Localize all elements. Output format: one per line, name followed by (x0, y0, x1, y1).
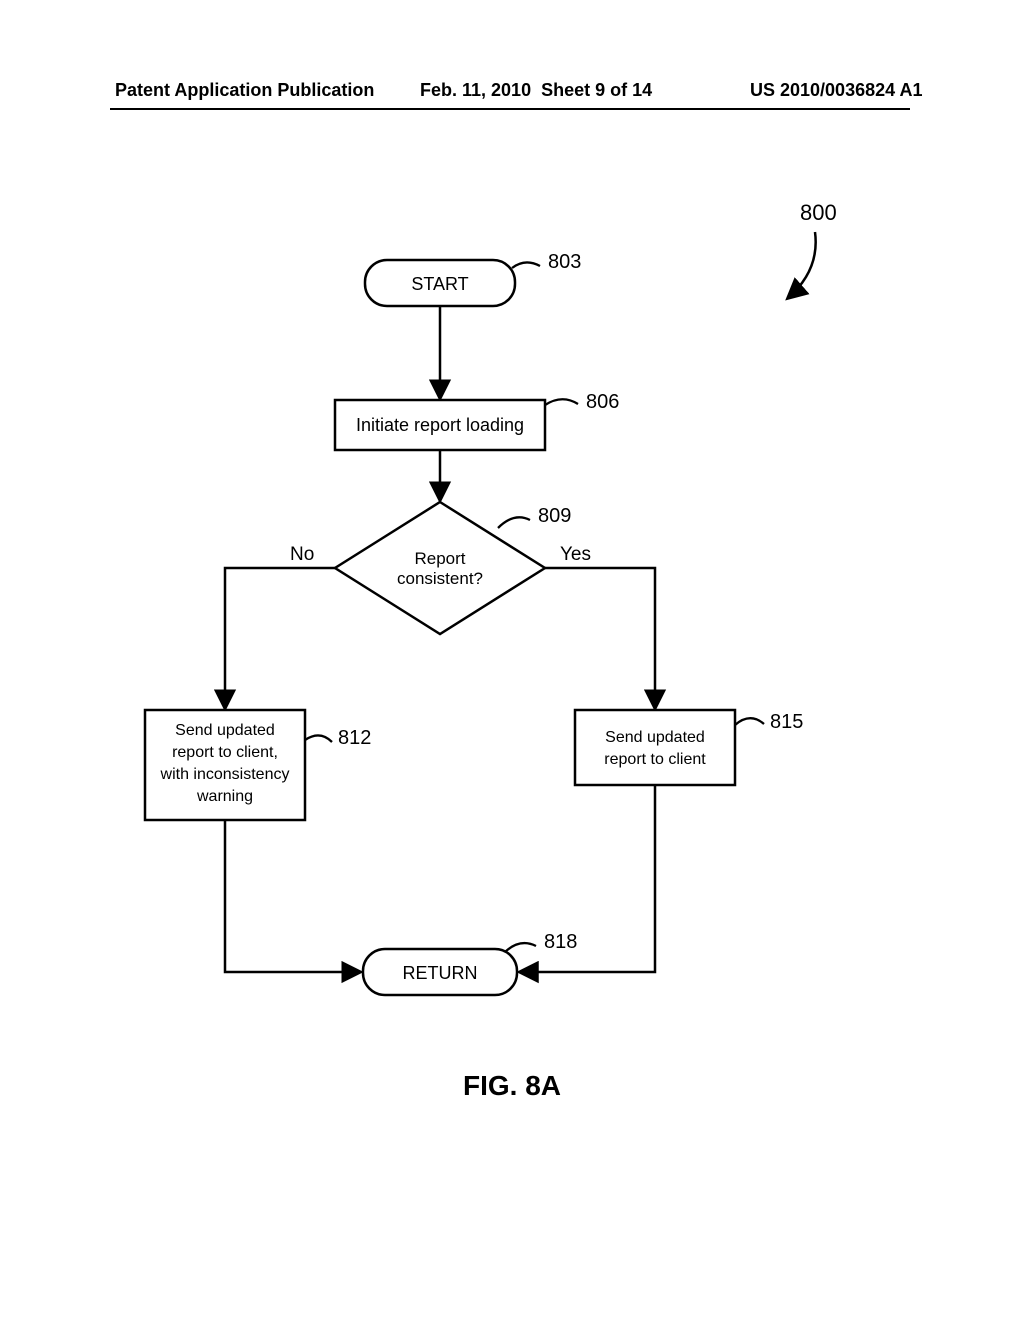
figure-caption: FIG. 8A (0, 1070, 1024, 1102)
edge-no (225, 568, 335, 708)
ref-812: 812 (338, 727, 371, 749)
header-publication: Patent Application Publication (115, 80, 374, 101)
ref-815-leader (735, 718, 764, 725)
node-load: Initiate report loading (335, 400, 545, 450)
edge-yes (545, 568, 655, 708)
ref-overall: 800 (800, 200, 837, 225)
svg-text:Send updated: Send updated (605, 729, 705, 746)
ref-overall-leader (788, 232, 816, 298)
ref-818: 818 (544, 931, 577, 953)
svg-text:warning: warning (196, 788, 253, 805)
ref-806: 806 (586, 391, 619, 413)
svg-text:consistent?: consistent? (397, 569, 483, 588)
svg-text:report to client,: report to client, (172, 744, 278, 761)
edge-left-return (225, 820, 360, 972)
header-rule (110, 108, 910, 110)
header-date-sheet: Feb. 11, 2010 Sheet 9 of 14 (420, 80, 652, 101)
page: Patent Application Publication Feb. 11, … (0, 0, 1024, 1320)
node-left: Send updated report to client, with inco… (145, 710, 305, 820)
ref-803: 803 (548, 251, 581, 273)
svg-text:START: START (411, 274, 468, 294)
header-pubno: US 2010/0036824 A1 (750, 80, 922, 101)
svg-text:Initiate report loading: Initiate report loading (356, 415, 524, 435)
ref-812-leader (305, 735, 332, 742)
edge-label-yes: Yes (560, 544, 591, 565)
svg-text:Send updated: Send updated (175, 722, 275, 739)
svg-text:Report: Report (414, 549, 465, 568)
node-decision: Report consistent? (335, 502, 545, 634)
ref-803-leader (512, 262, 540, 268)
node-start: START (365, 260, 515, 306)
edge-right-return (520, 785, 655, 972)
edge-label-no: No (290, 544, 314, 565)
ref-818-leader (505, 943, 536, 952)
svg-text:with inconsistency: with inconsistency (160, 766, 290, 783)
node-right: Send updated report to client (575, 710, 735, 785)
svg-text:report to client: report to client (604, 751, 706, 768)
ref-815: 815 (770, 711, 803, 733)
flowchart: 800 START 803 Initiate report loading 80… (0, 150, 1024, 1055)
node-return: RETURN (363, 949, 517, 995)
ref-809-leader (498, 517, 530, 528)
svg-text:RETURN: RETURN (403, 963, 478, 983)
ref-806-leader (545, 399, 578, 405)
ref-809: 809 (538, 505, 571, 527)
